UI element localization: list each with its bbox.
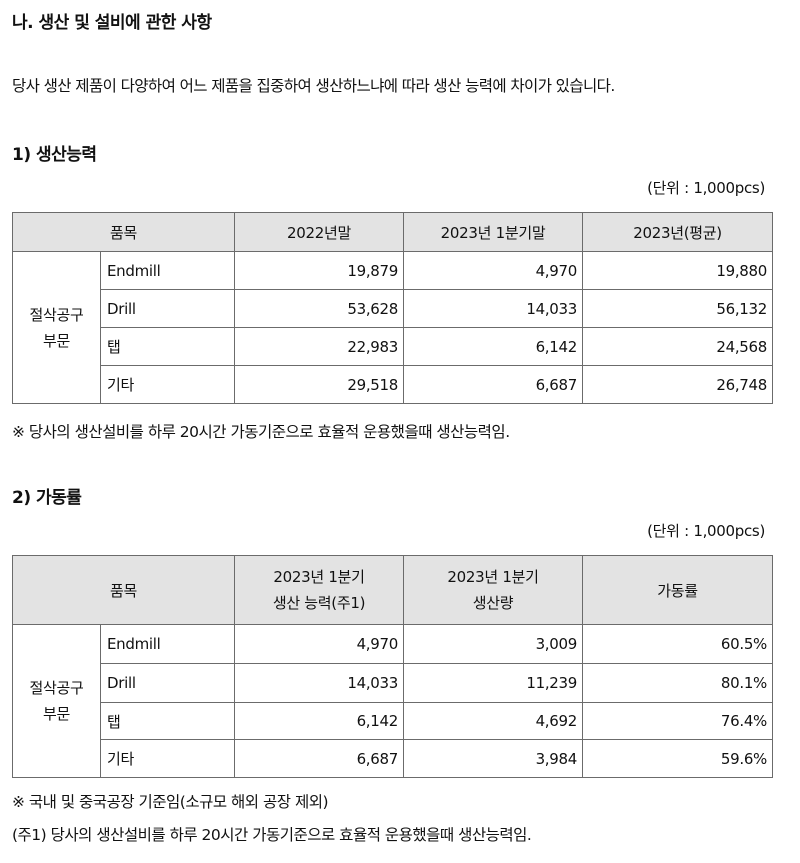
table-row: 탭 6,142 4,692 76.4% xyxy=(13,702,774,740)
capacity-group-label: 절삭공구 부문 xyxy=(12,251,101,404)
capacity-header-2023q1: 2023년 1분기말 xyxy=(403,212,584,252)
cell-value: 4,970 xyxy=(403,251,584,290)
row-name: 기타 xyxy=(99,739,236,778)
utilization-header-output-line2: 생산량 xyxy=(472,594,514,612)
cell-value: 6,687 xyxy=(403,365,584,404)
cell-value: 11,239 xyxy=(403,663,584,703)
cell-value: 19,879 xyxy=(234,251,405,290)
utilization-header-capacity-line1: 2023년 1분기 xyxy=(273,568,365,586)
cell-value: 14,033 xyxy=(234,663,405,703)
intro-text: 당사 생산 제품이 다양하여 어느 제품을 집중하여 생산하느냐에 따라 생산 … xyxy=(12,77,615,95)
row-name: Endmill xyxy=(99,251,236,290)
capacity-group-label-line2: 부문 xyxy=(42,331,70,350)
capacity-group-label-line1: 절삭공구 xyxy=(29,305,84,324)
cell-value: 3,009 xyxy=(403,624,584,664)
cell-value: 29,518 xyxy=(234,365,405,404)
row-name: Drill xyxy=(99,663,236,703)
utilization-group-label-line1: 절삭공구 xyxy=(29,679,84,697)
utilization-note-2: (주1) 당사의 생산설비를 하루 20시간 가동기준으로 효율적 운용했을때 … xyxy=(12,826,532,844)
capacity-note: ※ 당사의 생산설비를 하루 20시간 가동기준으로 효율적 운용했을때 생산능… xyxy=(12,423,510,441)
row-name: 탭 xyxy=(99,702,236,740)
cell-value: 22,983 xyxy=(234,327,405,366)
cell-value: 56,132 xyxy=(582,289,774,328)
table-row: 기타 6,687 3,984 59.6% xyxy=(13,739,774,778)
table-row: 기타 29,518 6,687 26,748 xyxy=(13,365,774,404)
cell-value: 60.5% xyxy=(582,624,774,664)
cell-value: 6,687 xyxy=(234,739,405,778)
utilization-header-rate: 가동률 xyxy=(582,555,774,625)
cell-value: 14,033 xyxy=(403,289,584,328)
table-row: 절삭공구 부문 Endmill 19,879 4,970 19,880 xyxy=(12,251,774,404)
table-row: Drill 14,033 11,239 80.1% xyxy=(13,663,774,703)
utilization-header-output-line1: 2023년 1분기 xyxy=(447,568,539,586)
cell-value: 26,748 xyxy=(582,365,774,404)
row-name: 탭 xyxy=(99,327,236,366)
cell-value: 4,970 xyxy=(234,624,405,664)
utilization-header-capacity-line2: 생산 능력(주1) xyxy=(272,594,366,612)
cell-value: 80.1% xyxy=(582,663,774,703)
cell-value: 19,880 xyxy=(582,251,774,290)
cell-value: 76.4% xyxy=(582,702,774,740)
cell-value: 59.6% xyxy=(582,739,774,778)
cell-value: 3,984 xyxy=(403,739,584,778)
utilization-header-output: 2023년 1분기 생산량 xyxy=(403,555,584,625)
cell-value: 24,568 xyxy=(582,327,774,366)
table-row: Drill 53,628 14,033 56,132 xyxy=(13,289,774,328)
utilization-unit: (단위 : 1,000pcs) xyxy=(647,522,765,540)
utilization-header-capacity: 2023년 1분기 생산 능력(주1) xyxy=(234,555,405,625)
cell-value: 53,628 xyxy=(234,289,405,328)
table-row: 탭 22,983 6,142 24,568 xyxy=(13,327,774,366)
utilization-header-item: 품목 xyxy=(11,555,236,625)
utilization-group-label-line2: 부문 xyxy=(42,705,70,723)
table-row: 절삭공구 부문 Endmill 4,970 3,009 60.5% xyxy=(12,624,774,778)
capacity-title: 1) 생산능력 xyxy=(12,145,97,165)
capacity-header-2023avg: 2023년(평균) xyxy=(582,212,774,252)
capacity-table: 품목 2022년말 2023년 1분기말 2023년(평균) 절삭공구 부문 E… xyxy=(11,212,774,404)
utilization-title: 2) 가동률 xyxy=(12,488,82,508)
cell-value: 4,692 xyxy=(403,702,584,740)
cell-value: 6,142 xyxy=(234,702,405,740)
capacity-header-2022: 2022년말 xyxy=(234,212,405,252)
capacity-header-item: 품목 xyxy=(11,212,236,252)
capacity-unit: (단위 : 1,000pcs) xyxy=(647,179,765,197)
utilization-header-row: 품목 2023년 1분기 생산 능력(주1) 2023년 1분기 생산량 가동률 xyxy=(11,555,774,625)
section-title: 나. 생산 및 설비에 관한 사항 xyxy=(12,13,212,33)
utilization-note-1: ※ 국내 및 중국공장 기준임(소규모 해외 공장 제외) xyxy=(12,793,329,811)
row-name: Endmill xyxy=(99,624,236,664)
capacity-header-row: 품목 2022년말 2023년 1분기말 2023년(평균) xyxy=(11,212,774,252)
utilization-group-label: 절삭공구 부문 xyxy=(12,624,101,778)
row-name: 기타 xyxy=(99,365,236,404)
cell-value: 6,142 xyxy=(403,327,584,366)
row-name: Drill xyxy=(99,289,236,328)
utilization-table: 품목 2023년 1분기 생산 능력(주1) 2023년 1분기 생산량 가동률… xyxy=(11,555,774,778)
